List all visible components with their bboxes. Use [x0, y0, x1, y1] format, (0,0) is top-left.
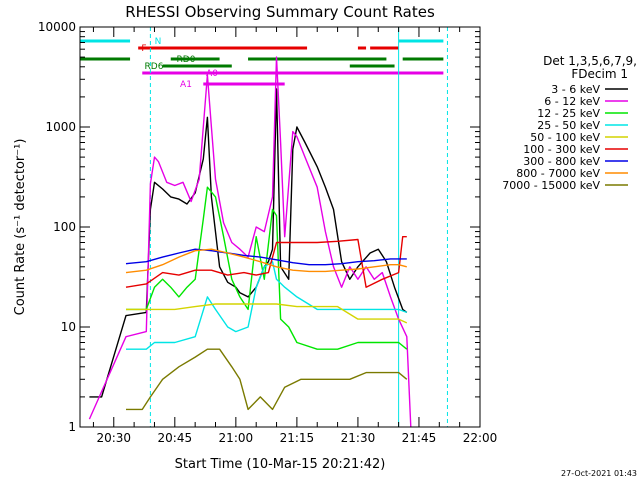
legend-label-2: 12 - 25 keV — [537, 107, 600, 120]
series-line-2 — [126, 186, 408, 350]
flag-label-f: F — [141, 44, 146, 54]
y-tick-label-4: 10000 — [38, 20, 76, 34]
footer-date: 27-Oct-2021 01:43 — [561, 469, 637, 478]
x-tick-label-0: 20:30 — [96, 431, 131, 445]
x-tick-label-1: 20:45 — [158, 431, 193, 445]
y-tick-label-0: 1 — [68, 420, 76, 434]
chart-title: RHESSI Observing Summary Count Rates — [125, 3, 435, 21]
y-axis-label: Count Rate (s⁻¹ detector⁻¹) — [13, 139, 28, 316]
legend-label-8: 7000 - 15000 keV — [502, 179, 600, 192]
x-tick-label-2: 21:00 — [219, 431, 254, 445]
observing-flags: NF RD0 RD6 A0 A1 — [80, 37, 444, 90]
x-tick-label-3: 21:15 — [280, 431, 315, 445]
x-tick-label-5: 21:45 — [402, 431, 437, 445]
axes: 1 10 100 1000 10000 20:30 20:45 21:00 21:15 21:30… — [38, 20, 497, 445]
legend-title-line2: FDecim 1 — [571, 67, 628, 81]
series-line-3 — [126, 261, 408, 350]
count-rate-series — [88, 56, 412, 428]
flag-label-a1: A1 — [180, 80, 192, 90]
series-line-7 — [125, 248, 407, 274]
legend-label-1: 6 - 12 keV — [544, 95, 600, 108]
flag-label-n: N — [155, 37, 162, 47]
flag-label-rd0: RD0 — [177, 55, 196, 65]
x-tick-label-6: 22:00 — [463, 431, 498, 445]
series-line-5 — [125, 235, 407, 288]
series-line-8 — [126, 348, 408, 411]
legend-title-line1: Det 1,3,5,6,7,9, — [543, 54, 637, 68]
legend-label-5: 100 - 300 keV — [523, 143, 600, 156]
legend-label-0: 3 - 6 keV — [551, 83, 600, 96]
y-tick-label-3: 1000 — [45, 120, 76, 134]
y-tick-label-1: 10 — [61, 320, 76, 334]
series-line-1 — [88, 56, 412, 428]
legend-label-6: 300 - 800 keV — [523, 155, 600, 168]
legend-label-4: 50 - 100 keV — [530, 131, 600, 144]
legend-label-3: 25 - 50 keV — [537, 119, 600, 132]
flag-label-a0: A0 — [206, 69, 218, 79]
series-line-6 — [125, 248, 407, 266]
flag-label-rd6: RD6 — [145, 62, 164, 72]
x-tick-label-4: 21:30 — [341, 431, 376, 445]
legend-label-7: 800 - 7000 keV — [516, 167, 600, 180]
x-axis-label: Start Time (10-Mar-15 20:21:42) — [175, 457, 386, 472]
series-line-4 — [126, 303, 408, 324]
y-tick-label-2: 100 — [53, 220, 76, 234]
